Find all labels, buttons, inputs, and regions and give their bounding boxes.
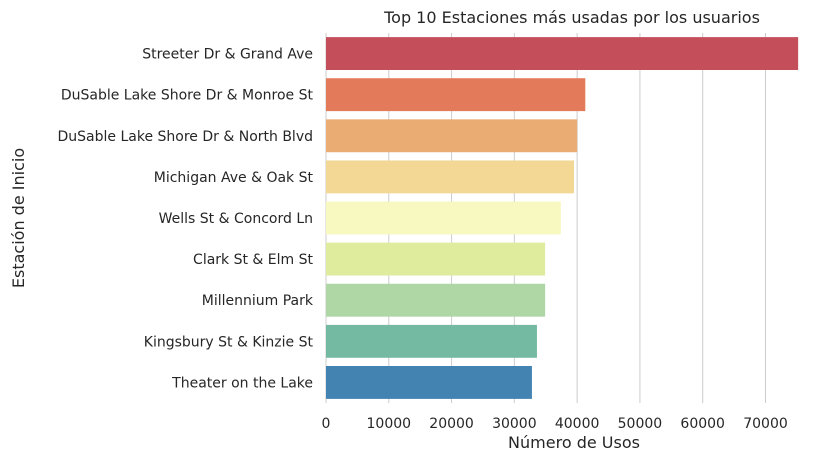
- x-tick-label: 20000: [429, 416, 474, 432]
- y-tick-label: Kingsbury St & Kinzie St: [144, 334, 314, 350]
- x-tick-label: 10000: [367, 416, 412, 432]
- bar: [326, 201, 561, 235]
- y-tick-labels: Streeter Dr & Grand Ave DuSable Lake Shor…: [58, 47, 314, 392]
- chart-title: Top 10 Estaciones más usadas por los usu…: [383, 8, 760, 27]
- y-tick-label: Theater on the Lake: [171, 375, 313, 391]
- bar: [326, 366, 532, 399]
- bar: [326, 160, 574, 194]
- y-tick-label: Millennium Park: [202, 293, 314, 309]
- x-tick-label: 0: [322, 416, 331, 432]
- y-tick-label: DuSable Lake Shore Dr & Monroe St: [61, 88, 314, 104]
- bar: [326, 283, 546, 317]
- bar: [326, 119, 578, 153]
- x-tick-label: 70000: [743, 416, 788, 432]
- y-tick-label: Michigan Ave & Oak St: [154, 170, 314, 186]
- bar: [326, 242, 546, 276]
- y-tick-label: Wells St & Concord Ln: [159, 211, 313, 227]
- bar: [326, 78, 586, 112]
- bars: [326, 37, 799, 399]
- bar: [326, 324, 537, 358]
- x-tick-label: 30000: [492, 416, 537, 432]
- x-tick-label: 50000: [618, 416, 663, 432]
- y-tick-label: Streeter Dr & Grand Ave: [142, 47, 313, 63]
- x-axis-label: Número de Usos: [508, 433, 640, 452]
- y-tick-label: Clark St & Elm St: [193, 252, 313, 268]
- bar: [326, 37, 799, 70]
- y-axis-label: Estación de Inicio: [9, 148, 28, 288]
- x-tick-label: 40000: [555, 416, 600, 432]
- y-tick-label: DuSable Lake Shore Dr & North Blvd: [58, 129, 313, 145]
- x-tick-labels: 0 10000 20000 30000 40000 50000 60000 70000: [322, 416, 788, 432]
- x-tick-label: 60000: [680, 416, 725, 432]
